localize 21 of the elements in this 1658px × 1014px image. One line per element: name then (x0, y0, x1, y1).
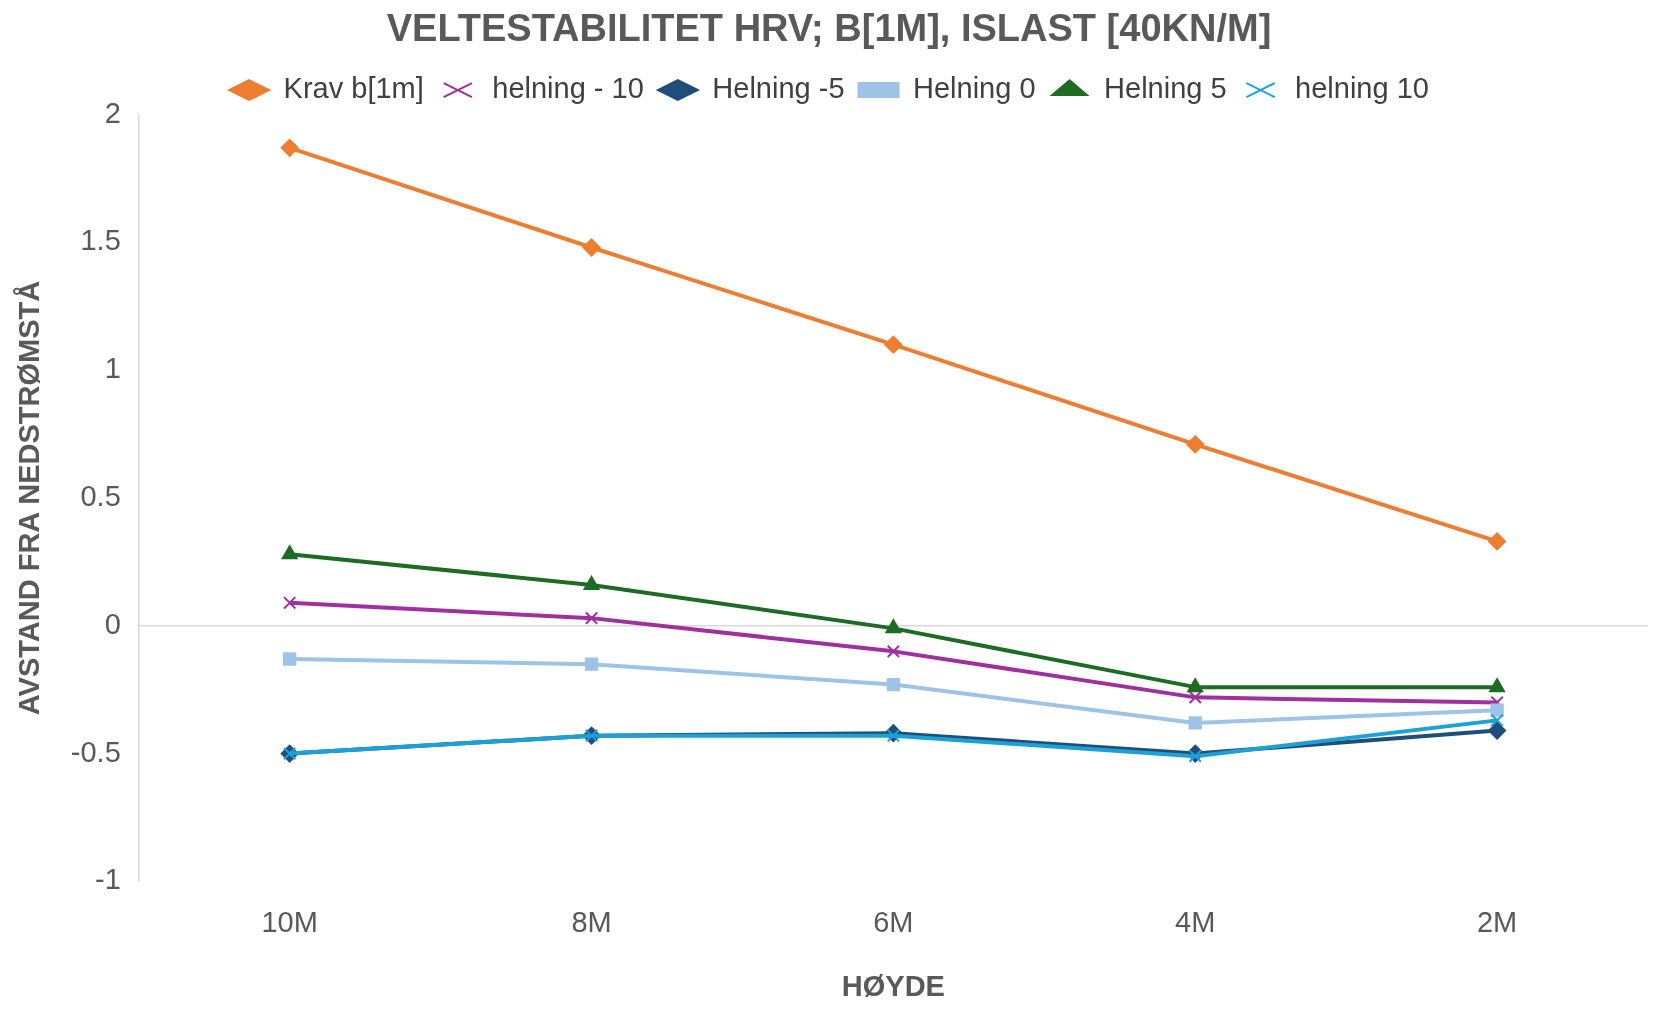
legend-label: helning 10 (1295, 72, 1429, 105)
x-tick-label: 8M (571, 905, 612, 938)
chart-title: VELTESTABILITET HRV; B[1M], ISLAST [40KN/M] (386, 7, 1272, 50)
x-tick-label: 6M (873, 905, 914, 938)
legend-label: helning - 10 (492, 72, 644, 105)
y-tick-label: -0.5 (70, 735, 121, 768)
y-axis-title: AVSTAND FRA NEDSTRØMSTÅ (13, 280, 46, 716)
legend-label: Helning -5 (712, 72, 845, 105)
x-axis-title: HØYDE (841, 969, 945, 1002)
legend-label: Krav b[1m] (283, 72, 424, 105)
y-tick-label: 1.5 (80, 224, 121, 257)
x-tick-label: 2M (1476, 905, 1518, 938)
y-tick-label: 0.5 (80, 480, 121, 512)
x-tick-label: 4M (1175, 905, 1216, 938)
y-tick-label: -1 (94, 863, 121, 896)
y-tick-label: 0 (104, 607, 121, 640)
x-tick-label: 10M (261, 905, 318, 938)
legend-label: Helning 5 (1104, 72, 1227, 105)
y-tick-label: 2 (104, 96, 121, 129)
y-tick-label: 1 (104, 352, 121, 385)
legend-label: Helning 0 (913, 72, 1036, 105)
